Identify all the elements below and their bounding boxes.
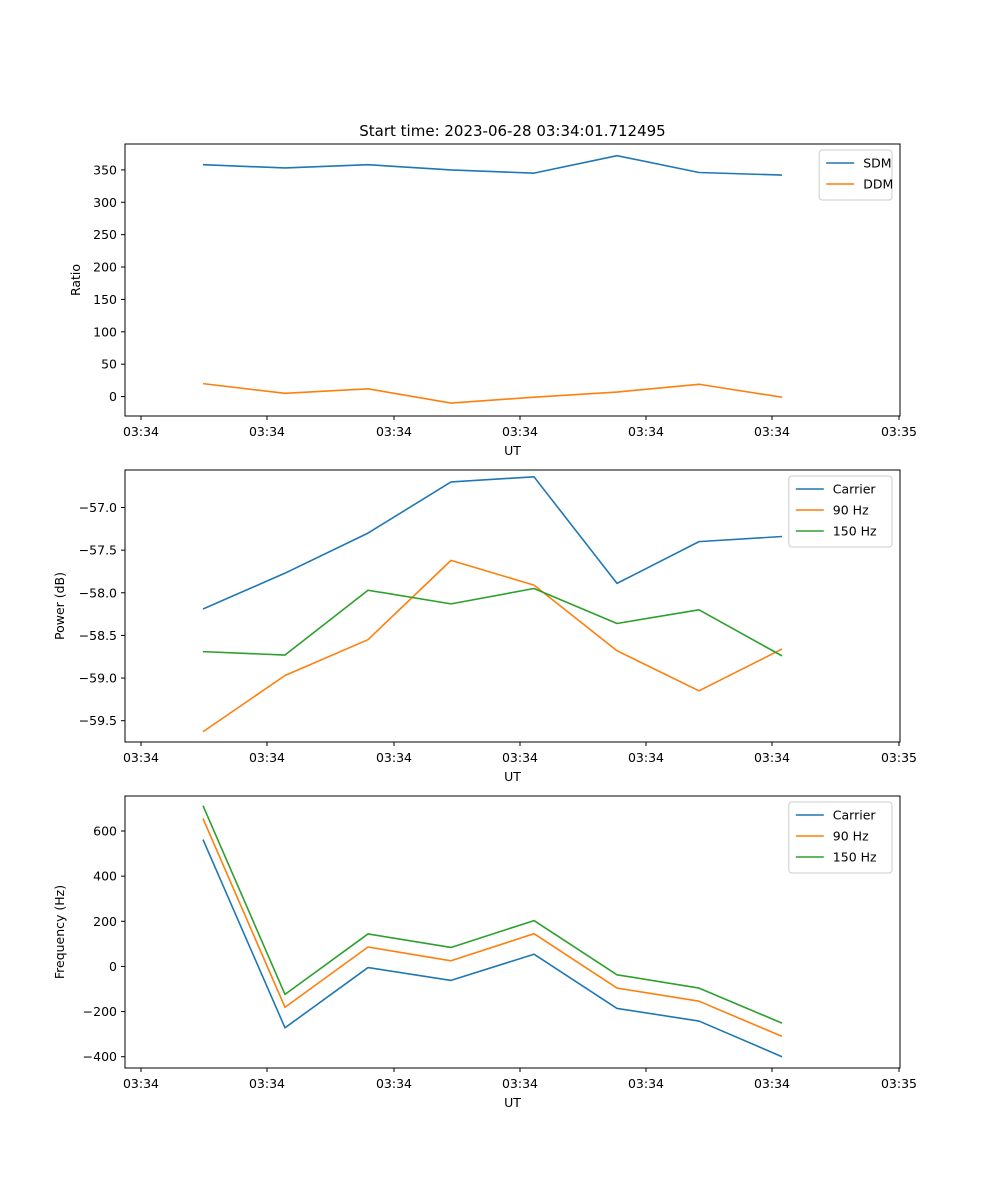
series-line-150-hz — [202, 587, 783, 657]
x-tick-label: 03:34 — [249, 750, 285, 765]
axes-frame — [124, 795, 901, 1069]
x-tick-label: 03:34 — [123, 1076, 159, 1091]
x-tick-label: 03:34 — [376, 750, 412, 765]
x-tick-label: 03:34 — [628, 424, 664, 439]
series-line-ddm — [202, 382, 783, 404]
y-tick-label: −59.5 — [79, 713, 117, 728]
legend-box — [788, 475, 893, 548]
x-tick-label: 03:34 — [502, 750, 538, 765]
y-tick-label: −200 — [83, 1004, 117, 1019]
x-tick-label: 03:34 — [502, 424, 538, 439]
series-line-90-hz — [202, 559, 783, 733]
series-line-150-hz — [202, 805, 783, 1024]
x-tick-label: 03:35 — [881, 750, 917, 765]
x-tick-label: 03:34 — [123, 424, 159, 439]
chart-panel-2: 03:34 03:34 03:34 03:34 03:34 03:34 03:35 −59.5… — [52, 469, 917, 784]
legend-label: Carrier — [833, 482, 877, 497]
y-axis-label: Power (dB) — [52, 572, 67, 640]
y-tick-label: −58.0 — [79, 585, 117, 600]
y-tick-label: −57.5 — [79, 543, 117, 558]
y-tick-label: 200 — [93, 914, 117, 929]
legend-label: DDM — [863, 177, 893, 192]
x-tick-label: 03:34 — [754, 750, 790, 765]
x-tick-label: 03:34 — [376, 1076, 412, 1091]
axes-frame — [124, 143, 901, 417]
y-tick-label: 100 — [93, 324, 117, 339]
x-tick-label: 03:34 — [754, 424, 790, 439]
series-line-sdm — [202, 154, 783, 176]
x-tick-label: 03:34 — [376, 424, 412, 439]
legend: SDM DDM — [818, 149, 893, 201]
y-tick-label: 600 — [93, 823, 117, 838]
legend-label: Carrier — [833, 808, 877, 823]
y-tick-label: −58.5 — [79, 628, 117, 643]
series-line-90-hz — [202, 818, 783, 1038]
y-tick-label: 350 — [93, 162, 117, 177]
y-tick-label: 50 — [101, 357, 117, 372]
x-axis-label: UT — [504, 1095, 521, 1110]
chart-panel-1: 03:34 03:34 03:34 03:34 03:34 03:34 03:35 0 50 10… — [68, 143, 917, 458]
x-axis-label: UT — [504, 443, 521, 458]
legend-label: 150 Hz — [833, 524, 877, 539]
x-tick-label: 03:34 — [628, 750, 664, 765]
legend: Carrier 90 Hz 150 Hz — [788, 475, 893, 548]
x-tick-label: 03:35 — [881, 424, 917, 439]
series-line-carrier — [202, 476, 783, 610]
legend-box — [788, 801, 893, 874]
y-tick-label: 250 — [93, 227, 117, 242]
x-tick-label: 03:34 — [249, 1076, 285, 1091]
x-tick-label: 03:34 — [249, 424, 285, 439]
x-tick-label: 03:34 — [628, 1076, 664, 1091]
x-tick-label: 03:34 — [123, 750, 159, 765]
y-tick-label: −59.0 — [79, 671, 117, 686]
axes-frame — [124, 469, 901, 743]
y-tick-label: 200 — [93, 260, 117, 275]
legend-label: SDM — [863, 156, 891, 171]
y-tick-label: 150 — [93, 292, 117, 307]
x-tick-label: 03:34 — [754, 1076, 790, 1091]
x-axis-label: UT — [504, 769, 521, 784]
series-line-carrier — [202, 839, 783, 1058]
y-tick-label: 400 — [93, 869, 117, 884]
y-tick-label: 0 — [109, 389, 117, 404]
chart-panel-3: 03:34 03:34 03:34 03:34 03:34 03:34 03:35 −400 −… — [52, 795, 917, 1110]
y-tick-label: −400 — [83, 1049, 117, 1064]
legend-label: 90 Hz — [833, 503, 869, 518]
y-tick-label: 300 — [93, 195, 117, 210]
legend: Carrier 90 Hz 150 Hz — [788, 801, 893, 874]
legend-label: 90 Hz — [833, 829, 869, 844]
y-tick-label: −57.0 — [79, 500, 117, 515]
x-tick-label: 03:35 — [881, 1076, 917, 1091]
y-axis-label: Ratio — [68, 264, 83, 296]
y-axis-label: Frequency (Hz) — [52, 885, 67, 979]
y-tick-label: 0 — [109, 959, 117, 974]
figure-title: Start time: 2023-06-28 03:34:01.712495 — [359, 122, 665, 140]
legend-label: 150 Hz — [833, 850, 877, 865]
x-tick-label: 03:34 — [502, 1076, 538, 1091]
